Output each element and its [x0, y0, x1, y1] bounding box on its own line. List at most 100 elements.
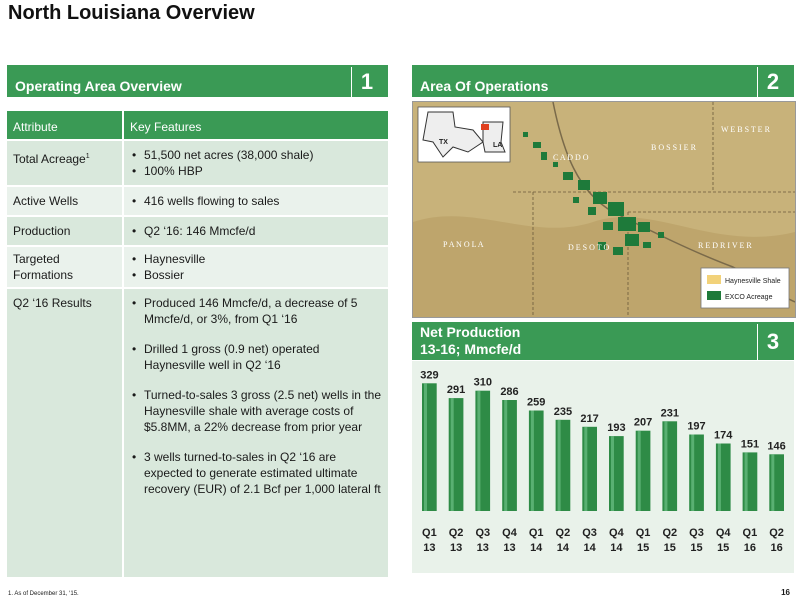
- row-attribute: Q2 ‘16 Results: [13, 296, 92, 310]
- x-tick-label: Q1: [636, 527, 651, 539]
- bar-highlight: [477, 390, 481, 511]
- bullet-item: Drilled 1 gross (0.9 net) operated Hayne…: [132, 341, 382, 373]
- operating-area-title: Operating Area Overview: [15, 78, 182, 94]
- x-tick-label: Q3: [689, 527, 704, 539]
- data-label: 174: [714, 430, 733, 442]
- panel-number-2: 2: [757, 67, 788, 97]
- x-tick-label: Q4: [716, 527, 732, 539]
- table-row: Q2 ‘16 Results Produced 146 Mmcfe/d, a d…: [7, 289, 388, 577]
- page-number: 16: [781, 588, 790, 597]
- x-tick-label: Q1: [529, 527, 544, 539]
- bar-highlight: [744, 452, 748, 511]
- data-label: 193: [607, 422, 625, 434]
- data-label: 291: [447, 384, 465, 396]
- table-row: Production Q2 ‘16: 146 Mmcfe/d: [7, 217, 388, 245]
- net-production-chart: 329 Q1 13 291 Q2 13 310 Q3 13 286 Q4 13 259 Q1 14 235 Q2…: [412, 361, 794, 573]
- bar-highlight: [691, 434, 695, 511]
- x-tick-label: Q2: [449, 527, 464, 539]
- data-label: 217: [580, 413, 598, 425]
- table-row: Active Wells 416 wells flowing to sales: [7, 187, 388, 215]
- row-attribute: Total Acreage: [13, 152, 86, 166]
- footnote-marker: 1: [85, 153, 90, 160]
- bullet-item: Bossier: [132, 267, 382, 283]
- x-tick-label: 15: [664, 542, 676, 554]
- label-redriver: R E D R I V E R: [698, 241, 752, 250]
- legend-exco-acreage: EXCO Acreage: [725, 294, 773, 301]
- table-row: Total Acreage1 51,500 net acres (38,000 …: [7, 141, 388, 185]
- operating-area-header: Operating Area Overview 1: [7, 65, 388, 97]
- map-legend: Haynesville Shale EXCO Acreage: [700, 267, 790, 309]
- x-tick-label: Q1: [422, 527, 437, 539]
- data-label: 235: [554, 406, 572, 418]
- x-tick-label: 13: [423, 542, 435, 554]
- bullet-item: 416 wells flowing to sales: [132, 193, 382, 209]
- x-tick-label: Q2: [662, 527, 677, 539]
- panel-number-1: 1: [351, 67, 382, 97]
- data-label: 207: [634, 417, 652, 429]
- operations-map: TX LA C A D D O B O S S I E R W E B S T …: [412, 101, 796, 318]
- label-bossier: B O S S I E R: [651, 143, 697, 152]
- x-tick-label: Q1: [743, 527, 758, 539]
- legend-haynesville: Haynesville Shale: [725, 278, 781, 285]
- bar-highlight: [611, 436, 614, 511]
- x-tick-label: 16: [770, 542, 782, 554]
- x-tick-label: 13: [450, 542, 462, 554]
- bar-highlight: [504, 400, 508, 511]
- footnote: 1. As of December 31, ‘15.: [8, 591, 79, 597]
- bullet-item: Turned-to-sales 3 gross (2.5 net) wells …: [132, 387, 382, 435]
- row-attribute: Targeted: [13, 252, 60, 266]
- bullet-item: Haynesville: [132, 251, 382, 267]
- state-inset-map: [417, 106, 511, 163]
- table-header-row: Attribute Key Features: [7, 111, 388, 139]
- bullet-item: 51,500 net acres (38,000 shale): [132, 147, 382, 163]
- x-tick-label: 15: [690, 542, 702, 554]
- x-tick-label: 15: [637, 542, 649, 554]
- exco-acreage: [523, 132, 664, 255]
- data-label: 151: [741, 438, 759, 450]
- parish-borders: [513, 102, 795, 317]
- x-tick-label: 13: [477, 542, 489, 554]
- bar-highlight: [664, 421, 668, 511]
- bar-highlight: [424, 383, 427, 511]
- x-tick-label: 14: [530, 542, 543, 554]
- bar-highlight: [637, 430, 641, 511]
- bullet-item: Q2 ‘16: 146 Mmcfe/d: [132, 223, 382, 239]
- bar-highlight: [530, 410, 534, 511]
- label-webster: W E B S T E R: [721, 125, 771, 134]
- label-panola: P A N O L A: [443, 240, 484, 249]
- area-of-operations-title: Area Of Operations: [420, 78, 549, 94]
- data-label: 146: [767, 440, 785, 452]
- bar-highlight: [584, 426, 588, 511]
- x-tick-label: 16: [744, 542, 756, 554]
- bullet-item: Produced 146 Mmcfe/d, a decrease of 5 Mm…: [132, 295, 382, 327]
- x-tick-label: Q3: [582, 527, 597, 539]
- bullet-item: 100% HBP: [132, 163, 382, 179]
- x-tick-label: 15: [717, 542, 729, 554]
- bar-highlight: [771, 454, 775, 511]
- bar-chart: 329 Q1 13 291 Q2 13 310 Q3 13 286 Q4 13 259 Q1 14 235 Q2…: [420, 369, 786, 554]
- terrain-shading: [413, 216, 795, 317]
- x-tick-label: 14: [557, 542, 570, 554]
- x-tick-label: 13: [503, 542, 515, 554]
- bar-highlight: [717, 443, 721, 511]
- label-desoto: D E S O T O: [568, 243, 609, 252]
- label-caddo: C A D D O: [553, 153, 589, 162]
- column-header-attribute: Attribute: [13, 120, 58, 134]
- x-tick-label: 14: [610, 542, 623, 554]
- net-production-title: Net Production: [420, 324, 521, 340]
- area-of-operations-header: Area Of Operations 2: [412, 65, 794, 97]
- map-graphic: TX LA C A D D O B O S S I E R W E B S T …: [413, 102, 795, 317]
- data-label: 231: [661, 407, 679, 419]
- data-label: 329: [420, 369, 438, 381]
- x-tick-label: Q4: [502, 527, 518, 539]
- panel-number-3: 3: [757, 324, 788, 360]
- net-production-header: Net Production 13-16; Mmcfe/d 3: [412, 322, 794, 360]
- bullet-item: 3 wells turned-to-sales in Q2 ‘16 are ex…: [132, 449, 382, 497]
- row-attribute: Active Wells: [13, 194, 79, 208]
- column-header-key-features: Key Features: [130, 120, 202, 134]
- data-label: 310: [474, 377, 492, 389]
- data-label: 286: [500, 386, 518, 398]
- table-row: Targeted Formations Haynesville Bossier: [7, 247, 388, 287]
- row-attribute: Production: [13, 224, 71, 238]
- net-production-subtitle: 13-16; Mmcfe/d: [420, 341, 522, 357]
